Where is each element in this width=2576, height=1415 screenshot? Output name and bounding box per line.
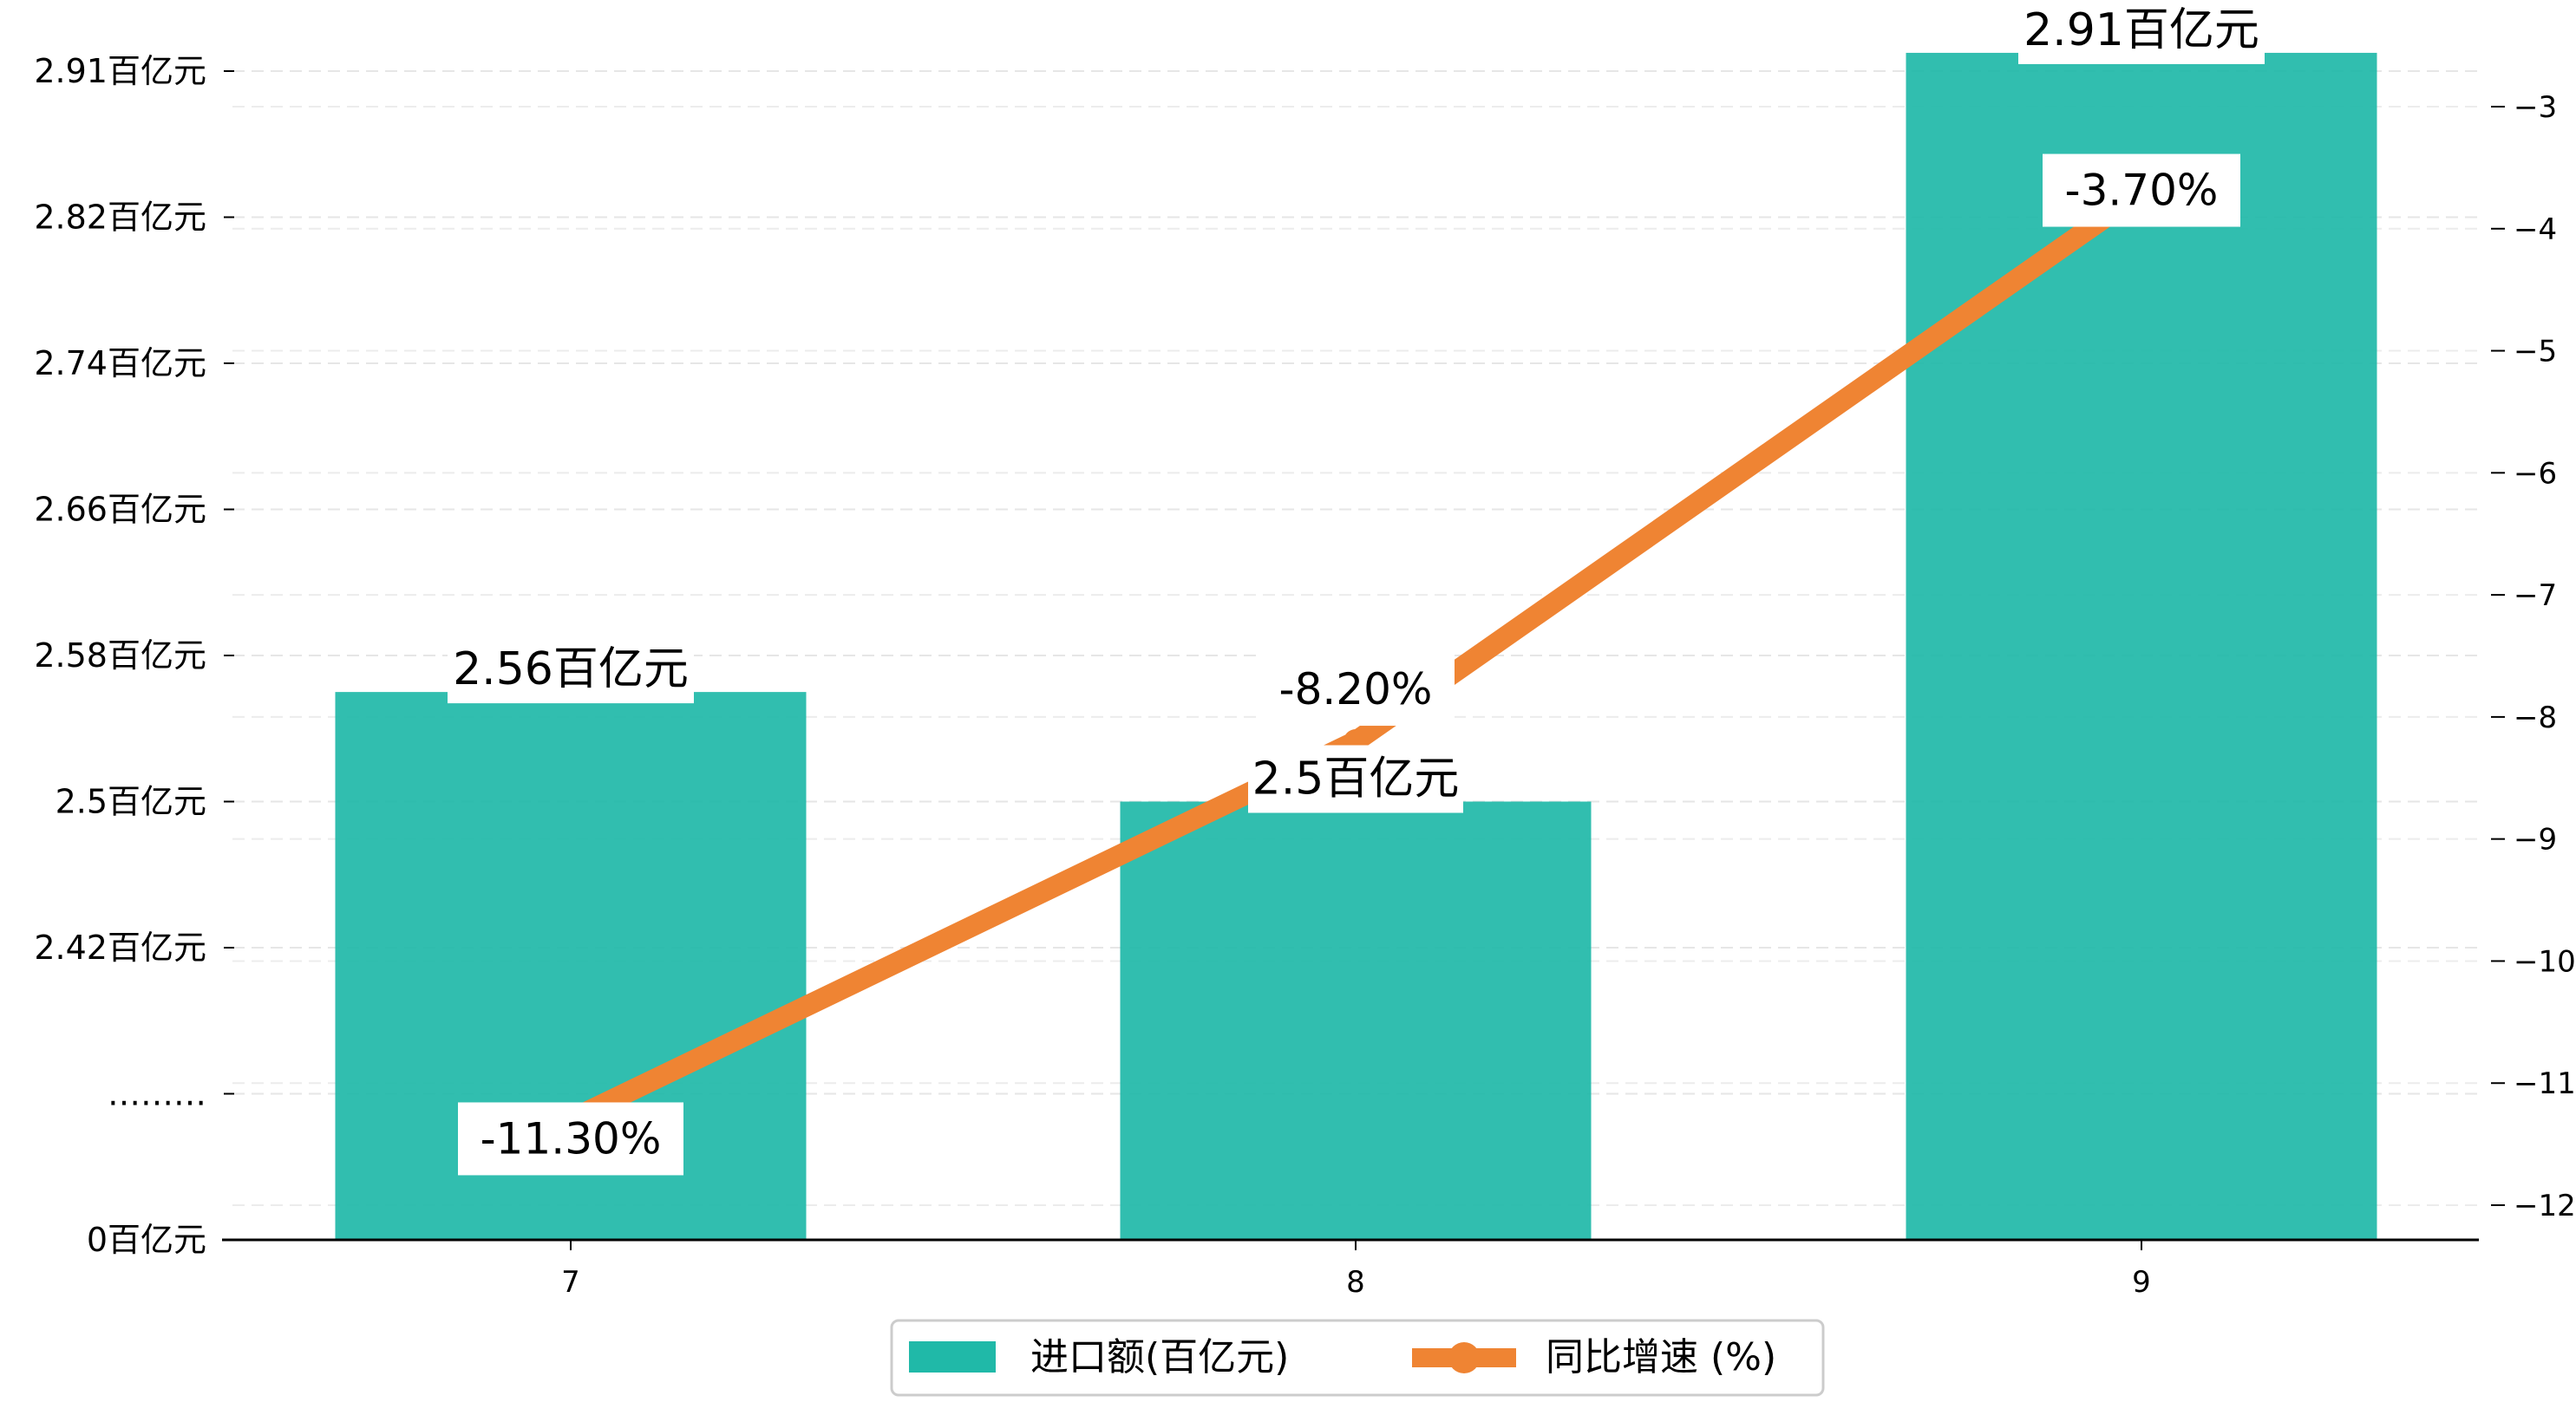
label-box	[2018, 0, 2265, 64]
y-right-tick-label: −11	[2514, 1066, 2576, 1101]
bar	[1120, 801, 1592, 1240]
y-left-tick-label: ………	[108, 1075, 206, 1113]
x-tick-label: 8	[1346, 1265, 1365, 1300]
y-left-tick-label: 2.82百亿元	[34, 199, 206, 237]
y-right-tick-label: −10	[2514, 944, 2576, 979]
y-right-tick-label: −9	[2514, 823, 2557, 857]
legend-bar-label: 进口额(百亿元)	[1030, 1335, 1289, 1379]
legend-line-marker	[1448, 1342, 1480, 1373]
x-tick-label: 9	[2132, 1265, 2151, 1300]
label-text: 2.91百亿元	[2024, 4, 2259, 56]
bar-labels: 2.56百亿元 2.5百亿元 2.91百亿元	[448, 0, 2265, 813]
label-box	[448, 636, 694, 704]
legend-frame	[890, 1319, 1825, 1397]
legend: 进口额(百亿元) 同比增速 (%)	[890, 1319, 1825, 1397]
label-text: -8.20%	[1279, 664, 1433, 714]
line-label: -11.30%	[458, 1102, 683, 1176]
y-right-tick-label: −8	[2514, 701, 2557, 735]
x-tick-label: 7	[561, 1265, 580, 1300]
label-text: 2.5百亿元	[1252, 753, 1460, 805]
label-box	[458, 1102, 683, 1176]
label-text: -3.70%	[2065, 166, 2219, 216]
y-left-tick-label: 2.74百亿元	[34, 344, 206, 382]
bar	[1906, 52, 2377, 1240]
y-left-tick-label: 0百亿元	[87, 1221, 206, 1259]
y-right-tick-label: −4	[2514, 212, 2557, 247]
y-left-tick-label: 2.42百亿元	[34, 929, 206, 967]
label-box	[2043, 153, 2240, 227]
label-box	[1257, 653, 1455, 727]
y-left-tick-label: 2.5百亿元	[56, 783, 206, 821]
y-right-tick-label: −7	[2514, 578, 2557, 613]
line-labels: -11.30% -8.20% -3.70%	[458, 153, 2240, 1176]
bar-label: 2.5百亿元	[1248, 745, 1463, 813]
legend-box: 进口额(百亿元) 同比增速 (%)	[890, 1319, 1825, 1397]
axes: 0百亿元 ……… 2.42百亿元 2.5百亿元 2.58百亿元 2.66百亿元 2.74百亿…	[34, 52, 2575, 1300]
legend-bar-swatch	[909, 1341, 996, 1373]
bar-label: 2.91百亿元	[2018, 0, 2265, 64]
y-left-tick-label: 2.58百亿元	[34, 636, 206, 675]
label-box	[1248, 745, 1463, 813]
y-left-tick-label: 2.66百亿元	[34, 491, 206, 529]
line-label: -3.70%	[2043, 153, 2240, 227]
bar-label: 2.56百亿元	[448, 636, 694, 704]
y-right-tick-label: −3	[2514, 90, 2557, 125]
y-right-tick-label: −5	[2514, 335, 2557, 369]
label-text: -11.30%	[481, 1113, 662, 1164]
label-text: 2.56百亿元	[453, 643, 689, 695]
y-right-tick-label: −6	[2514, 456, 2557, 491]
y-right-tick-label: −12	[2514, 1189, 2576, 1223]
line-label: -8.20%	[1257, 653, 1455, 727]
y-left-tick-label: 2.91百亿元	[34, 52, 206, 90]
legend-line-label: 同比增速 (%)	[1546, 1335, 1776, 1379]
